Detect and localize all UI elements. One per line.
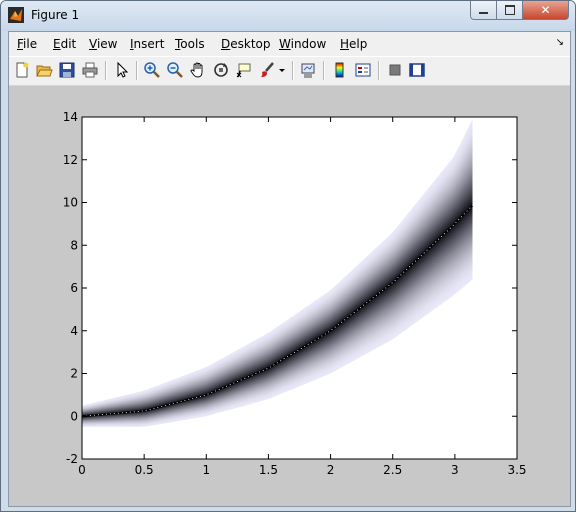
zoom-in-icon[interactable] bbox=[142, 60, 162, 80]
matlab-logo-icon bbox=[8, 7, 24, 23]
x-tick-label: 3 bbox=[451, 463, 459, 477]
menu-edit[interactable]: Edit bbox=[53, 37, 77, 51]
menu-file[interactable]: File bbox=[17, 37, 38, 51]
y-tick-label: 4 bbox=[70, 324, 78, 338]
y-tick-label: 12 bbox=[63, 153, 78, 167]
y-tick-label: -2 bbox=[66, 452, 78, 466]
figure-client-area: File Edit View Insert Tools Desktop Wind… bbox=[8, 31, 571, 507]
brush-dropdown-icon[interactable] bbox=[277, 60, 287, 80]
y-tick-label: 6 bbox=[70, 281, 78, 295]
y-tick-label: 14 bbox=[63, 110, 78, 124]
new-figure-icon[interactable] bbox=[12, 60, 32, 80]
y-tick-label: 10 bbox=[63, 196, 78, 210]
hide-plot-tools-icon[interactable] bbox=[385, 60, 405, 80]
x-tick-label: 3.5 bbox=[507, 463, 526, 477]
x-tick-label: 1.5 bbox=[259, 463, 278, 477]
show-plot-tools-icon[interactable] bbox=[407, 60, 427, 80]
menu-view[interactable]: View bbox=[89, 37, 118, 51]
edit-plot-arrow-icon[interactable] bbox=[112, 60, 132, 80]
x-tick-label: 1 bbox=[202, 463, 210, 477]
menu-bar: File Edit View Insert Tools Desktop Wind… bbox=[9, 32, 570, 56]
menu-insert[interactable]: Insert bbox=[130, 37, 165, 51]
menu-tools[interactable]: Tools bbox=[175, 37, 205, 51]
band-level-16 bbox=[82, 181, 473, 420]
brush-icon[interactable] bbox=[257, 60, 277, 80]
close-button[interactable]: ✕ bbox=[523, 1, 569, 20]
pan-hand-icon[interactable] bbox=[188, 60, 208, 80]
open-file-icon[interactable] bbox=[34, 60, 54, 80]
minimize-button[interactable] bbox=[470, 1, 497, 20]
figure-toolbar bbox=[9, 56, 570, 86]
legend-icon[interactable] bbox=[353, 60, 373, 80]
zoom-out-icon[interactable] bbox=[165, 60, 185, 80]
x-tick-label: 0.5 bbox=[135, 463, 154, 477]
colorbar-icon[interactable] bbox=[330, 60, 350, 80]
x-tick-label: 0 bbox=[78, 463, 86, 477]
save-icon[interactable] bbox=[57, 60, 77, 80]
window-title: Figure 1 bbox=[31, 8, 80, 22]
center-curve-highlight bbox=[81, 205, 473, 417]
print-icon[interactable] bbox=[80, 60, 100, 80]
link-plot-icon[interactable] bbox=[298, 60, 318, 80]
maximize-button[interactable] bbox=[497, 1, 523, 20]
close-icon: ✕ bbox=[540, 3, 551, 17]
y-tick-label: 8 bbox=[70, 238, 78, 252]
rotate-3d-icon[interactable] bbox=[211, 60, 231, 80]
figure-canvas[interactable]: 0 0.5 1 1.5 2 2.5 3 3.5 -2 0 2 4 6 8 10 12 14 bbox=[9, 86, 570, 506]
data-cursor-icon[interactable] bbox=[234, 60, 254, 80]
x-tick-label: 2 bbox=[327, 463, 335, 477]
title-bar[interactable]: Figure 1 ✕ bbox=[1, 1, 575, 31]
y-tick-label: 0 bbox=[70, 409, 78, 423]
y-tick-label: 2 bbox=[70, 367, 78, 381]
menu-window[interactable]: Window bbox=[279, 37, 327, 51]
menu-help[interactable]: Help bbox=[340, 37, 368, 51]
maximize-icon bbox=[504, 5, 515, 15]
x-tick-label: 2.5 bbox=[383, 463, 402, 477]
minimize-icon bbox=[479, 11, 488, 14]
menu-desktop[interactable]: Desktop bbox=[221, 37, 271, 51]
dock-figure-icon[interactable]: ↘ bbox=[555, 37, 564, 48]
